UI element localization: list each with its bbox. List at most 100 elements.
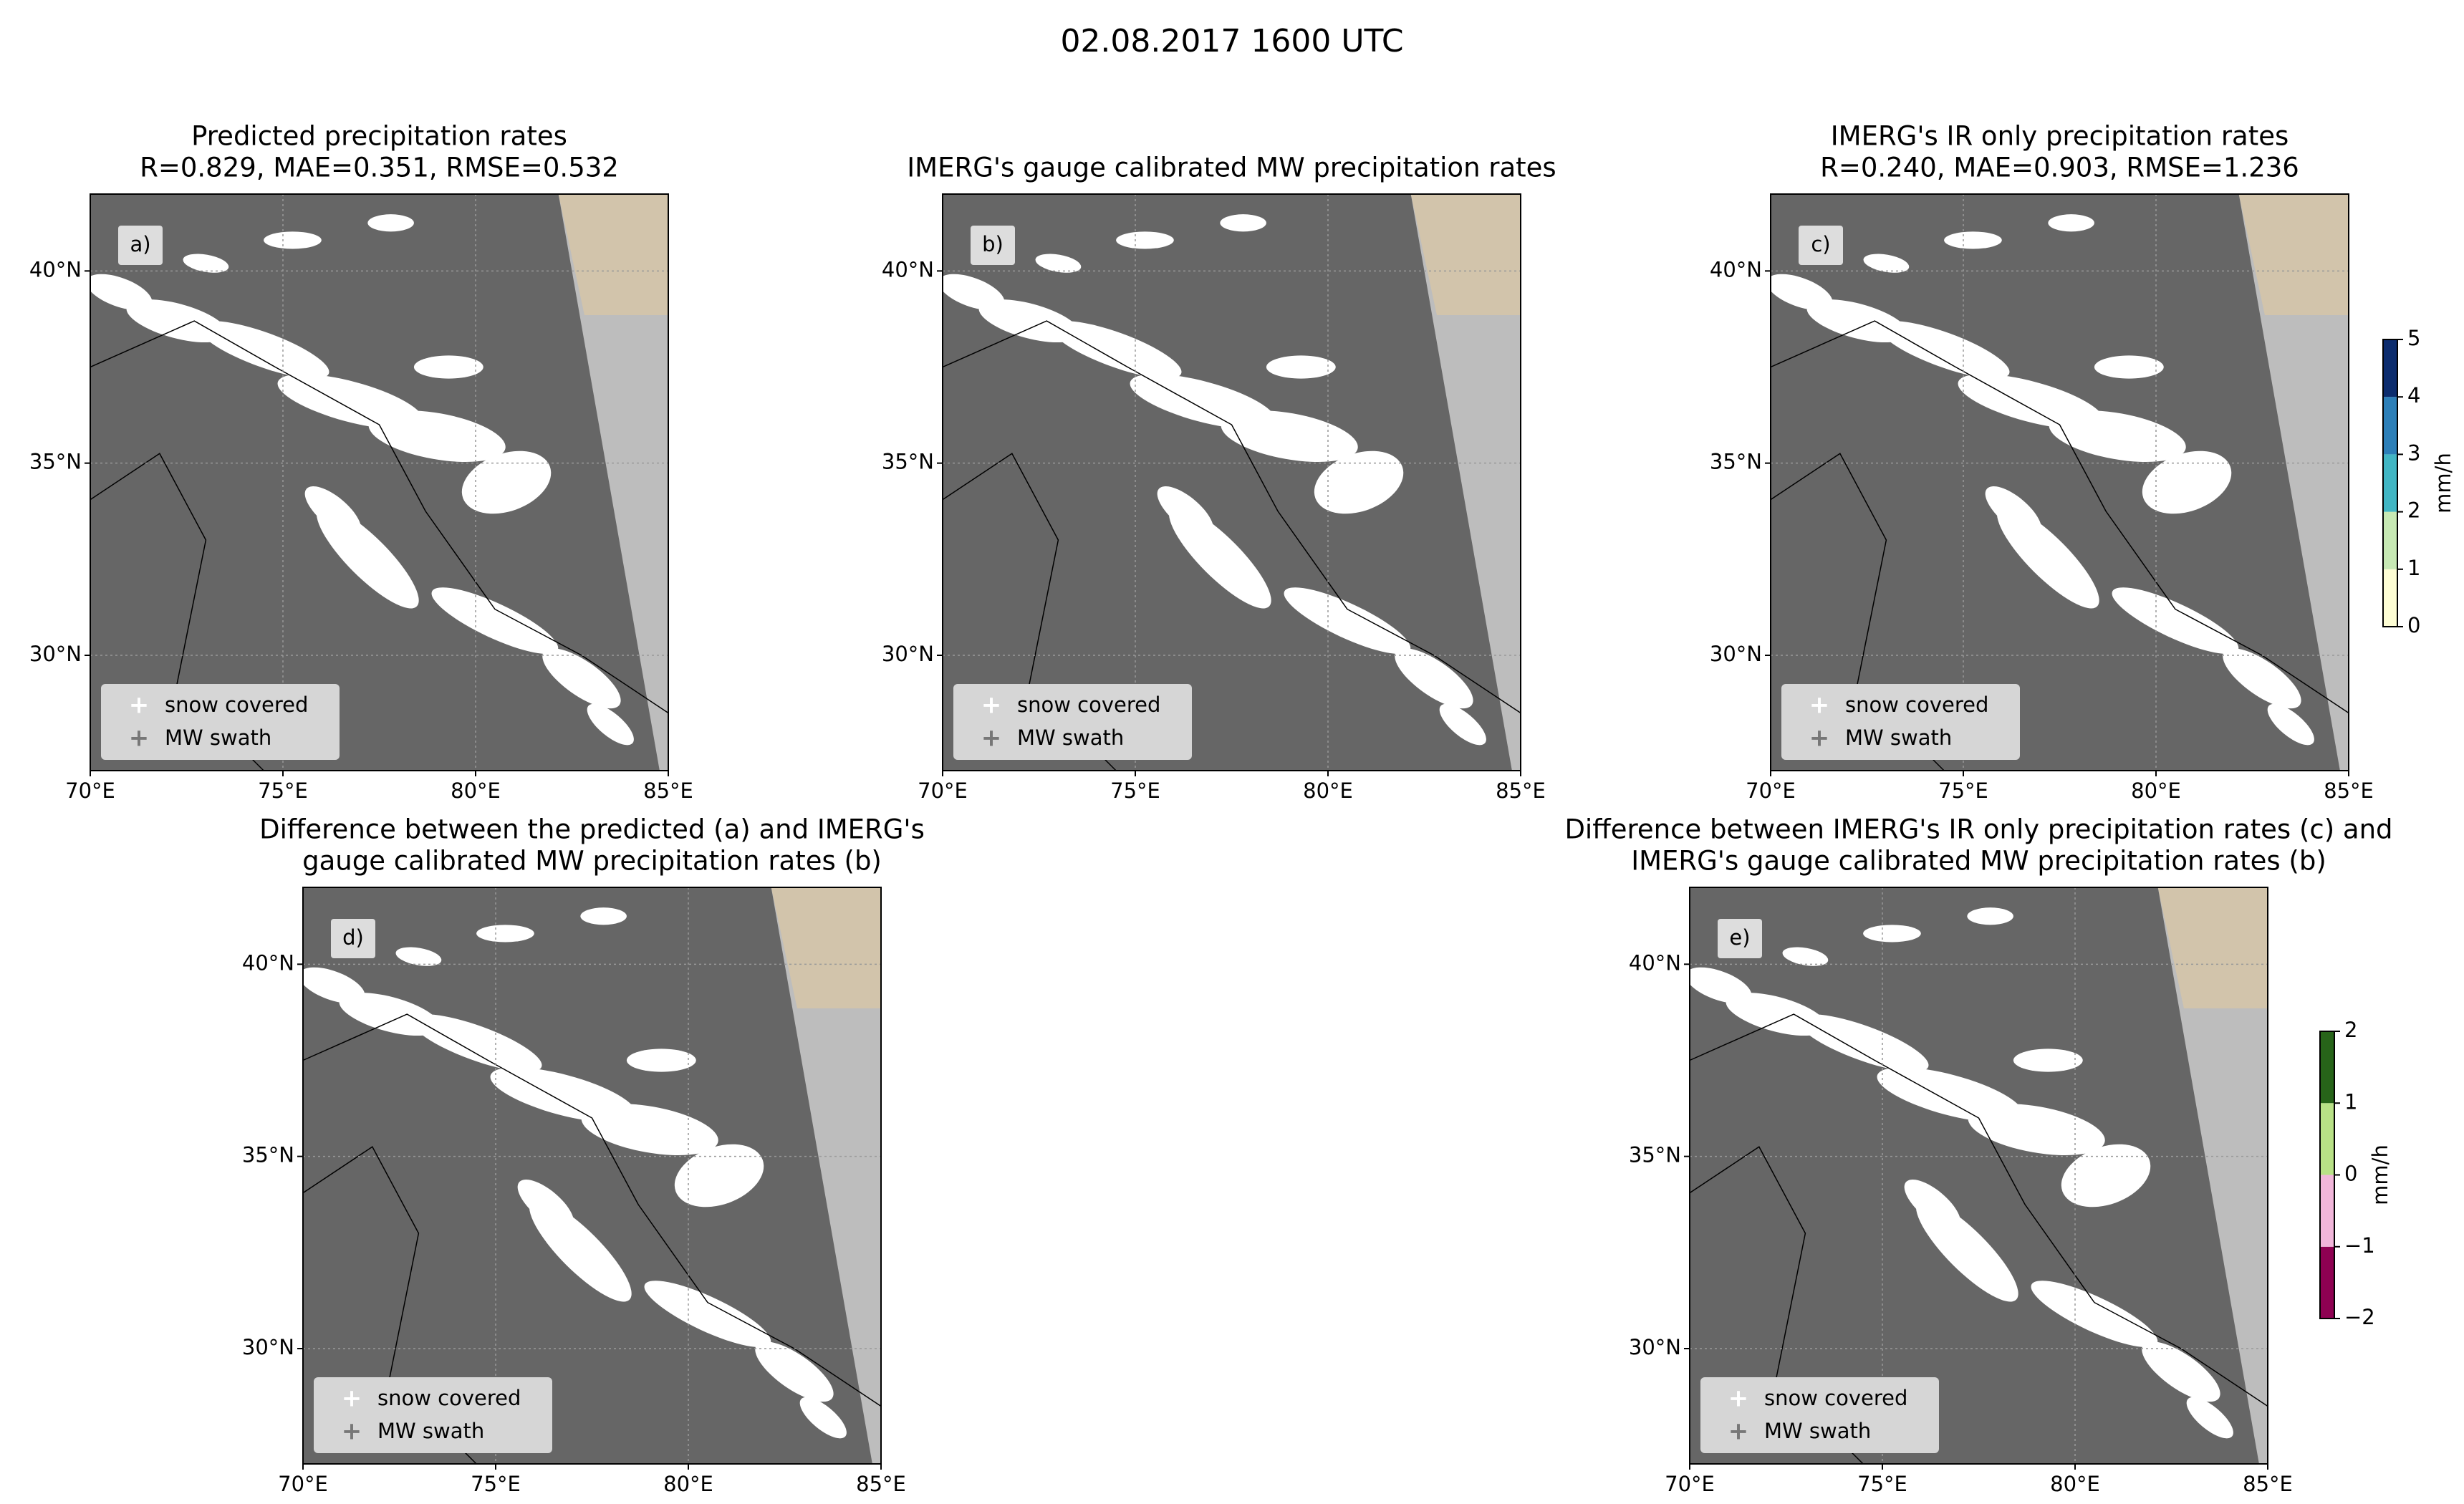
snow-area	[2142, 1341, 2220, 1402]
snow-area	[264, 231, 322, 249]
hillshade	[1410, 194, 1521, 771]
x-tick-label: 70°E	[1746, 778, 1796, 803]
snow-area	[2094, 355, 2164, 379]
y-tick-label: 30°N	[242, 1335, 294, 1359]
panel-title: R=0.829, MAE=0.351, RMSE=0.532	[140, 153, 619, 183]
desert	[1410, 194, 1521, 316]
colorbar-label: mm/h	[2368, 1144, 2392, 1205]
panel-label-box	[331, 919, 375, 958]
x-tick-label: 85°E	[2324, 778, 2374, 803]
desert	[558, 194, 668, 316]
snow-area	[2049, 410, 2186, 462]
snow-area	[1157, 486, 1214, 536]
legend-marker: +	[1728, 1417, 1749, 1446]
colorbar-frame	[2382, 339, 2398, 627]
legend-label: snow covered	[1764, 1386, 1907, 1410]
map-panel: 70°E 75°E 80°E 85°E 30°N 35°N 40°N b) + snow cove…	[882, 153, 1556, 804]
x-tick-label: 85°E	[856, 1472, 906, 1496]
snow-area	[1266, 355, 1336, 379]
colorbar-tick-label: 1	[2344, 1089, 2357, 1114]
snow-area	[1395, 648, 1473, 709]
hillshade	[2157, 887, 2268, 1464]
snow-area	[1116, 231, 1174, 249]
map-panel: 70°E 75°E 80°E 85°E 30°N 35°N 40°N a) + snow cove…	[29, 121, 693, 804]
colorbar-tick-label: 4	[2407, 383, 2420, 408]
x-tick-label: 70°E	[65, 778, 115, 803]
x-tick-label: 80°E	[663, 1472, 713, 1496]
snow-area	[395, 947, 442, 966]
axes-frame	[1770, 193, 2349, 771]
x-tick-label: 80°E	[451, 778, 501, 803]
snow-area	[1985, 486, 2042, 536]
snow-area	[2061, 1144, 2151, 1207]
hillshade	[558, 194, 668, 771]
snow-area	[413, 355, 483, 379]
snow-area	[2142, 450, 2232, 514]
snow-area	[1050, 321, 1182, 379]
legend-label: snow covered	[1845, 693, 1988, 717]
colorbar-segment	[2383, 511, 2397, 569]
colorbar-segment	[2320, 1031, 2334, 1104]
colorbar-tick-label: 2	[2407, 498, 2420, 523]
snow-area	[410, 1014, 542, 1072]
snow-area	[1439, 703, 1486, 746]
snow-area	[2112, 587, 2239, 655]
map-panel: 70°E 75°E 80°E 85°E 30°N 35°N 40°N d) + snow cove…	[242, 814, 925, 1497]
snow-area	[461, 450, 552, 514]
legend-box	[314, 1377, 552, 1453]
y-tick-label: 30°N	[882, 642, 934, 666]
legend-box	[1781, 684, 2020, 760]
panel-title: Predicted precipitation rates	[191, 121, 567, 152]
colorbar-segment	[2383, 397, 2397, 455]
y-tick-label: 35°N	[1710, 450, 1762, 474]
legend-label: MW swath	[1845, 726, 1952, 750]
legend-marker: +	[342, 1417, 362, 1446]
snow-area	[1944, 231, 2002, 249]
y-tick-label: 30°N	[1629, 1335, 1681, 1359]
y-tick-label: 40°N	[882, 257, 934, 281]
snow-area	[183, 254, 229, 273]
snow-area	[674, 1144, 764, 1207]
y-tick-label: 30°N	[1710, 642, 1762, 666]
snow-area	[2048, 214, 2094, 232]
y-tick-label: 35°N	[1629, 1143, 1681, 1167]
legend-label: MW swath	[165, 726, 271, 750]
snow-area	[799, 1397, 847, 1439]
legend-box	[1700, 1377, 1939, 1453]
border	[90, 320, 669, 714]
snow-area	[367, 214, 414, 232]
border	[302, 1013, 882, 1407]
snow-area	[2031, 1281, 2158, 1348]
snow-area	[1782, 947, 1829, 966]
snow-area	[580, 907, 627, 925]
snow-area	[431, 587, 559, 655]
panel-title: Difference between the predicted (a) and…	[259, 814, 925, 845]
snow-area	[2267, 703, 2314, 746]
colorbar-tick-label: 0	[2407, 613, 2420, 637]
colorbar-segment	[2320, 1246, 2334, 1319]
snow-area	[644, 1281, 771, 1348]
snow-area	[1967, 907, 2013, 925]
legend-label: MW swath	[1764, 1419, 1871, 1443]
colorbar-segment	[2383, 569, 2397, 627]
axes-frame	[1689, 887, 2268, 1465]
map-panel: 70°E 75°E 80°E 85°E 30°N 35°N 40°N c) + snow cove…	[1710, 121, 2374, 804]
panel-label: e)	[1729, 925, 1750, 950]
x-tick-label: 70°E	[278, 1472, 328, 1496]
x-tick-label: 75°E	[1938, 778, 1988, 803]
x-tick-label: 75°E	[1857, 1472, 1907, 1496]
colorbar-segment	[2383, 454, 2397, 512]
x-tick-label: 75°E	[1110, 778, 1160, 803]
snow-area	[517, 1180, 574, 1230]
snow-area	[304, 486, 362, 536]
panel-title: Difference between IMERG's IR only preci…	[1564, 814, 2392, 845]
legend-marker: +	[981, 724, 1002, 753]
snow-area	[1314, 450, 1404, 514]
axes-frame	[942, 193, 1521, 771]
border	[1689, 1013, 2268, 1407]
legend-label: MW swath	[377, 1419, 484, 1443]
colorbar-tick-label: 3	[2407, 440, 2420, 465]
x-tick-label: 85°E	[1496, 778, 1546, 803]
axes-frame	[302, 887, 882, 1465]
desert	[771, 887, 881, 1009]
